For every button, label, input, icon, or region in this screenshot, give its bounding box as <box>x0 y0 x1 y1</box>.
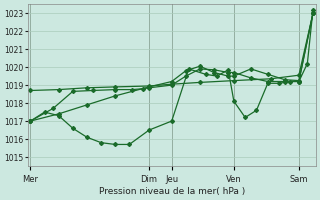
X-axis label: Pression niveau de la mer( hPa ): Pression niveau de la mer( hPa ) <box>99 187 245 196</box>
